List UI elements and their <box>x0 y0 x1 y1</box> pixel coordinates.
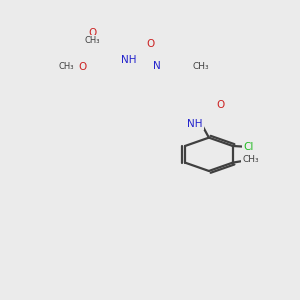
Text: Cl: Cl <box>243 142 254 152</box>
Text: CH₃: CH₃ <box>59 62 74 71</box>
Text: O: O <box>78 62 86 72</box>
Text: N: N <box>153 61 160 71</box>
Text: O: O <box>146 39 154 49</box>
Text: NH: NH <box>188 119 203 129</box>
Text: CH₃: CH₃ <box>84 35 100 44</box>
Text: O: O <box>88 28 96 38</box>
Text: CH₃: CH₃ <box>193 62 209 71</box>
Text: O: O <box>217 100 225 110</box>
Text: NH: NH <box>121 55 137 65</box>
Text: CH₃: CH₃ <box>242 155 259 164</box>
